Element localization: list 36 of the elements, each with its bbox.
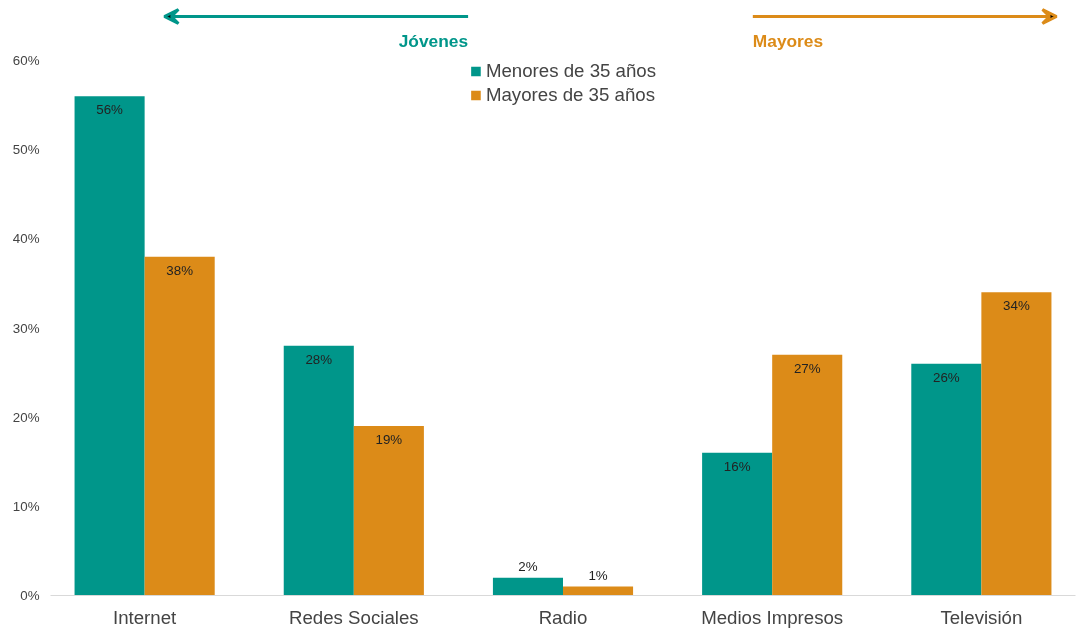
bar — [981, 292, 1052, 596]
data-label: 27% — [793, 360, 821, 376]
x-tick-label: Medios Impresos — [701, 606, 844, 628]
y-tick-label: 40% — [12, 231, 40, 247]
x-tick-label: Redes Sociales — [289, 606, 419, 628]
bar — [492, 577, 563, 596]
y-tick-label: 20% — [12, 409, 40, 425]
y-tick-label: 50% — [12, 142, 40, 158]
bar — [772, 354, 843, 596]
x-tick-label: Radio — [538, 606, 588, 628]
bar — [283, 345, 354, 596]
bar — [563, 586, 634, 596]
text: Mayores — [752, 30, 824, 51]
y-tick-label: 60% — [12, 53, 40, 68]
data-label: 38% — [166, 262, 194, 278]
data-label: 2% — [518, 558, 538, 574]
legend-label: Menores de 35 años — [485, 60, 657, 82]
x-tick-label: Internet — [113, 606, 178, 628]
data-label: 26% — [932, 369, 960, 385]
data-label: 28% — [305, 351, 333, 367]
text: Jóvenes — [398, 30, 469, 51]
x-tick-label: Televisión — [940, 606, 1023, 628]
data-label: 1% — [588, 567, 608, 583]
bar — [702, 452, 773, 596]
data-label: 34% — [1003, 298, 1030, 314]
legend-label: Mayores de 35 años — [485, 84, 655, 106]
data-label: 16% — [723, 458, 751, 474]
bar — [353, 426, 424, 596]
data-label: 19% — [375, 432, 403, 448]
y-tick-label: 10% — [12, 498, 40, 514]
bar — [74, 96, 145, 596]
bar — [911, 363, 982, 596]
bar — [144, 256, 215, 596]
data-label: 56% — [96, 102, 124, 118]
y-tick-label: 30% — [12, 320, 40, 336]
y-tick-label: 0% — [20, 588, 40, 603]
